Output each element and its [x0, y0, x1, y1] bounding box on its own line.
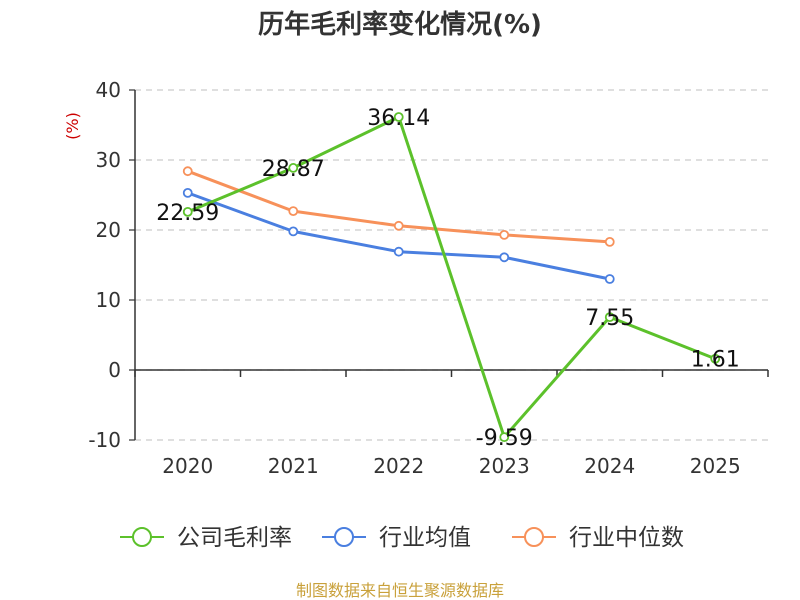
y-tick-label: 10	[96, 288, 121, 312]
data-labels: 22.59 28.87 36.14 -9.59 7.55 1.61	[156, 106, 739, 451]
data-label: 22.59	[156, 201, 219, 226]
x-tick-label: 2024	[584, 454, 635, 478]
data-point[interactable]	[393, 246, 404, 257]
y-tick-label: -10	[88, 428, 121, 452]
data-label: 1.61	[691, 348, 740, 373]
data-point[interactable]	[393, 220, 404, 231]
grid-lines	[129, 89, 768, 441]
legend-item-0[interactable]: 公司毛利率	[120, 525, 292, 551]
legend-marker-icon	[132, 527, 152, 547]
data-point[interactable]	[499, 229, 510, 240]
x-tick-label: 2020	[162, 454, 213, 478]
y-tick-label: 40	[96, 78, 121, 102]
series-2	[182, 166, 615, 247]
legend[interactable]: 公司毛利率 行业均值 行业中位数	[120, 525, 684, 551]
x-tick-label: 2023	[479, 454, 530, 478]
y-tick-label: 30	[96, 148, 121, 172]
chart-title: 历年毛利率变化情况(%)	[258, 9, 542, 40]
data-point[interactable]	[604, 274, 615, 284]
data-point[interactable]	[604, 236, 615, 247]
legend-label: 公司毛利率	[177, 525, 292, 551]
legend-label: 行业中位数	[569, 525, 684, 551]
series-line	[187, 169, 610, 244]
data-point[interactable]	[710, 353, 721, 364]
x-tick-labels: 2020 2021 2022 2023 2024 2025	[162, 454, 740, 478]
series-1	[182, 187, 615, 284]
data-point[interactable]	[182, 187, 193, 198]
data-label: -9.59	[476, 426, 533, 451]
series-group	[182, 112, 721, 443]
data-label: 28.87	[262, 157, 325, 182]
data-point[interactable]	[182, 206, 193, 217]
data-label: 36.14	[367, 106, 430, 131]
y-axis-label: (%)	[63, 112, 82, 140]
y-tick-label: 0	[108, 358, 121, 382]
data-point[interactable]	[499, 432, 510, 443]
data-point[interactable]	[499, 252, 510, 263]
x-tick-label: 2022	[373, 454, 424, 478]
legend-marker-icon	[334, 527, 354, 547]
data-point[interactable]	[393, 112, 404, 122]
series-line	[187, 115, 716, 439]
y-tick-label: 20	[96, 218, 121, 242]
series-0	[182, 112, 721, 443]
data-point[interactable]	[182, 166, 193, 177]
data-point[interactable]	[288, 163, 299, 173]
data-label: 7.55	[585, 306, 634, 331]
x-tick-label: 2021	[268, 454, 319, 478]
source-note: 制图数据来自恒生聚源数据库	[296, 581, 504, 600]
data-point[interactable]	[288, 206, 299, 217]
axes	[134, 90, 769, 440]
legend-label: 行业均值	[379, 525, 471, 551]
data-point[interactable]	[288, 226, 299, 237]
data-point[interactable]	[604, 312, 615, 323]
y-tick-labels: 40 30 20 10 0 -10	[88, 78, 121, 452]
legend-item-2[interactable]: 行业中位数	[512, 525, 684, 551]
series-line	[187, 191, 611, 281]
legend-item-1[interactable]: 行业均值	[322, 525, 471, 551]
x-tick-label: 2025	[690, 454, 741, 478]
legend-marker-icon	[524, 527, 544, 547]
